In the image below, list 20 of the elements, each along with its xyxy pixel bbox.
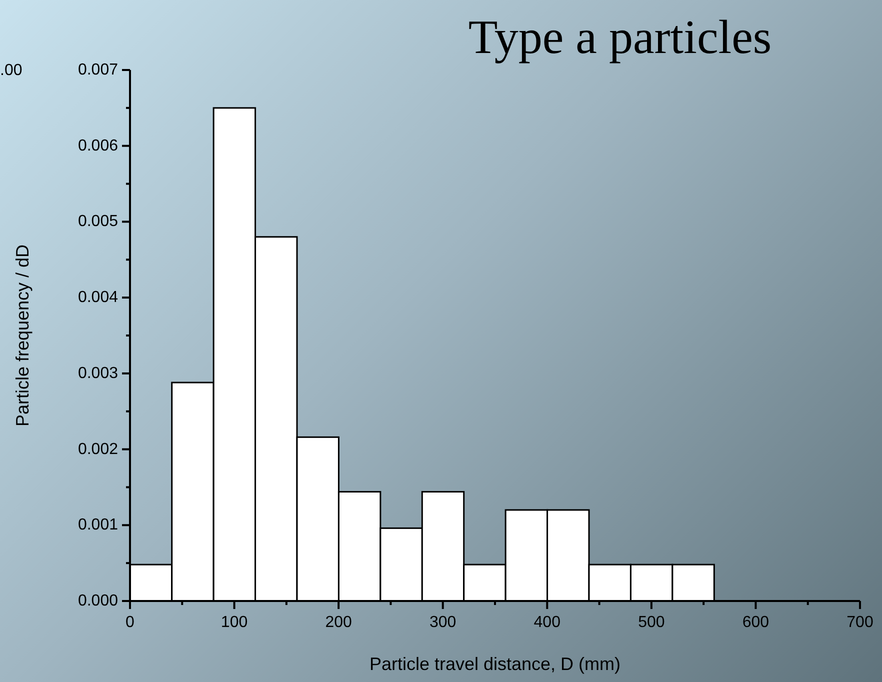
- x-tick-label: 0: [126, 614, 135, 631]
- y-tick-label: 0.007: [78, 62, 118, 78]
- x-tick-label: 100: [220, 614, 248, 631]
- x-tick-label: 400: [534, 614, 561, 631]
- x-tick-label: 300: [430, 614, 456, 631]
- y-tick-label: 0.002: [78, 440, 118, 458]
- chart-title: Type a particles: [467, 10, 773, 65]
- x-tick-label: 500: [638, 614, 665, 631]
- y-tick-label: 0.003: [78, 364, 118, 382]
- x-tick-label: 200: [325, 614, 352, 631]
- text: .00: [0, 62, 22, 80]
- x-axis-title: Particle travel distance, D (mm): [369, 654, 621, 674]
- x-tick-label: 700: [846, 614, 874, 631]
- y-tick-label: 0.005: [78, 213, 118, 230]
- y-tick-label: 0.001: [78, 516, 118, 534]
- x-tick-label: 600: [742, 614, 770, 631]
- y-tick-label: 0.004: [78, 289, 118, 306]
- y-tick-label: 0.000: [78, 592, 118, 610]
- y-tick-label: 0.006: [78, 137, 118, 154]
- y-axis-title: Particle frequency / dD: [12, 244, 32, 427]
